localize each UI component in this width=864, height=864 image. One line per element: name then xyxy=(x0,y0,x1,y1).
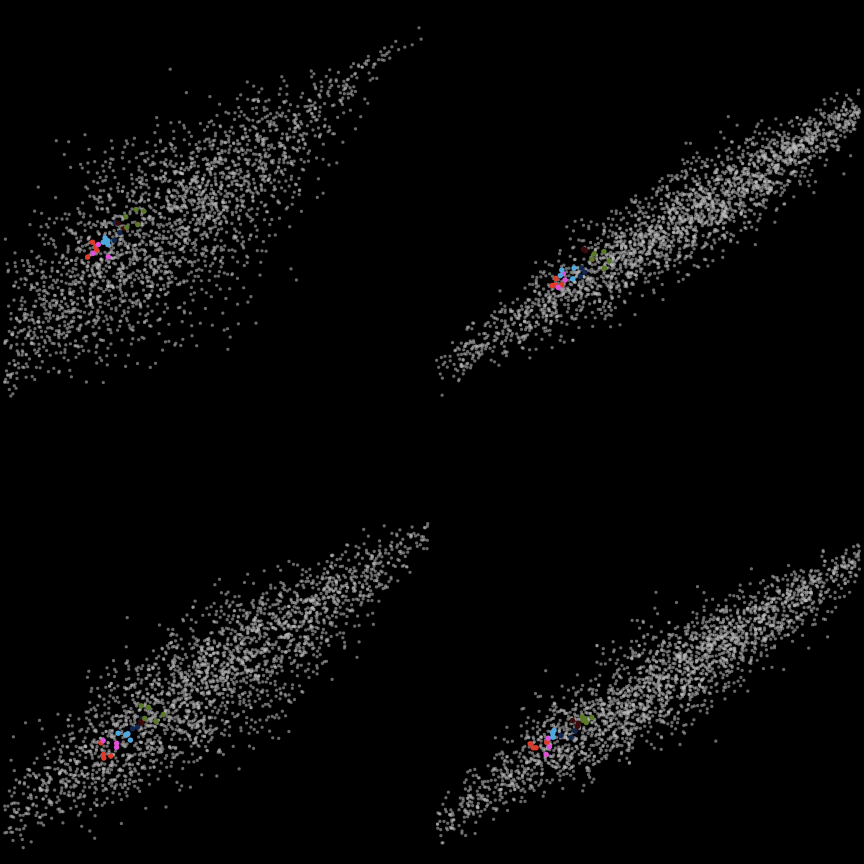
panel-tl xyxy=(0,0,432,432)
panel-br-svg xyxy=(432,432,864,864)
panel-tl-svg xyxy=(0,0,432,432)
scatter-grid xyxy=(0,0,864,864)
panel-br xyxy=(432,432,864,864)
panel-tr xyxy=(432,0,864,432)
panel-tr-svg xyxy=(432,0,864,432)
panel-bl xyxy=(0,432,432,864)
panel-bl-svg xyxy=(0,432,432,864)
